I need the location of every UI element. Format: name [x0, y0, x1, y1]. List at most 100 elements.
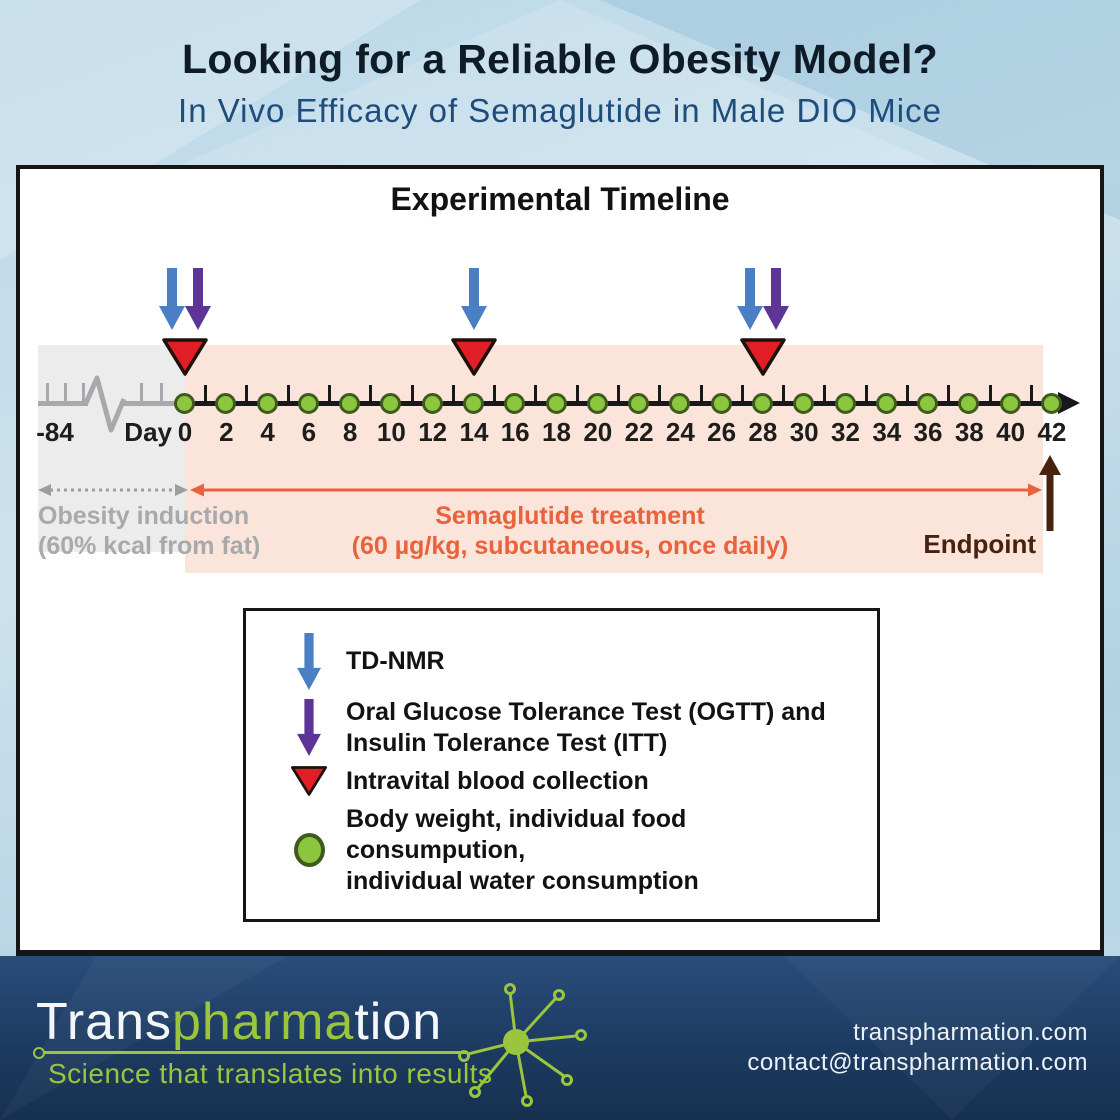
day-label: 36 [913, 417, 943, 447]
obesity-induction-region [38, 345, 185, 552]
day-label: 22 [624, 417, 654, 447]
daily-measure-marker [380, 393, 402, 414]
axis-tick [245, 385, 249, 404]
legend-item-label: Body weight, individual food consumputio… [346, 804, 699, 895]
blood-collection-triangle-icon [162, 338, 208, 376]
page-subtitle: In Vivo Efficacy of Semaglutide in Male … [178, 92, 942, 129]
legend-item: TD-NMR [272, 633, 851, 691]
axis-tick [286, 385, 290, 404]
axis-arrowhead [1057, 392, 1080, 414]
axis-break-label: -84 [36, 417, 74, 447]
tdnmr-arrow-icon [159, 268, 185, 330]
daily-measure-marker [174, 393, 195, 414]
axis-line [185, 401, 1058, 406]
blood-collection-marker [450, 337, 498, 382]
endpoint-arrow-icon [1039, 455, 1061, 531]
legend-item: Intravital blood collection [272, 765, 851, 797]
day-label: 32 [831, 417, 860, 447]
axis-tick [369, 385, 373, 404]
legend-icon-cell [272, 765, 346, 797]
legend-item-label: Intravital blood collection [346, 766, 649, 795]
axis-tick [534, 385, 538, 404]
blood-collection-triangle-icon [290, 766, 328, 797]
tdnmr-marker [158, 268, 186, 335]
pre-axis-tick [160, 383, 163, 403]
daily-measure-marker [669, 393, 691, 414]
obesity-induction-label: Obesity induction (60% kcal from fat) [38, 501, 260, 561]
treatment-label: Semaglutide treatment (60 µg/kg, subcuta… [220, 501, 920, 561]
daily-measure-circle-icon [293, 833, 325, 868]
brand-logo: Transpharmation [36, 992, 442, 1052]
day-label: 38 [954, 417, 984, 447]
endpoint-label: Endpoint [923, 529, 1036, 559]
axis-tick [658, 385, 662, 404]
day-label: 34 [872, 417, 902, 447]
day-label: 20 [583, 417, 613, 447]
logo-segment: tion [354, 993, 443, 1051]
axis-tick [905, 385, 909, 404]
axis-tick [575, 385, 579, 404]
pre-axis-tick [64, 383, 67, 403]
daily-measure-marker [1040, 393, 1062, 414]
legend-icon-cell [272, 633, 346, 691]
axis-tick [947, 385, 951, 404]
daily-measure-marker [917, 393, 938, 414]
ogtt-itt-marker [184, 268, 212, 335]
axis-tick [1029, 385, 1033, 404]
treatment-label-line2: (60 µg/kg, subcutaneous, once daily) [351, 532, 789, 560]
axis-tick [823, 385, 827, 404]
day-label: 28 [748, 417, 778, 447]
legend-item-label: TD-NMR [346, 647, 445, 676]
email-text: contact@transpharmation.com [747, 1049, 1088, 1076]
page-title: Looking for a Reliable Obesity Model? [181, 36, 939, 82]
day-label: 40 [996, 417, 1026, 447]
legend: TD-NMR Oral Glucose Tolerance Test (OGTT… [243, 608, 880, 922]
axis-tick [410, 385, 414, 404]
logo-segment: pharma [172, 993, 355, 1051]
treatment-label-line1: Semaglutide treatment [435, 502, 705, 530]
pre-axis-tick [140, 383, 143, 403]
legend-item-label: Oral Glucose Tolerance Test (OGTT) and In… [346, 697, 826, 757]
blood-collection-marker [739, 337, 787, 382]
daily-measure-marker [463, 393, 484, 414]
legend-icon-cell [272, 833, 346, 868]
day-label: 42 [1037, 417, 1067, 447]
obesity-induction-label-line2: (60% kcal from fat) [38, 532, 261, 560]
daily-measure-marker [421, 393, 443, 414]
day-label: 16 [500, 417, 530, 447]
logo-underline [44, 1051, 468, 1054]
day-label: 24 [665, 417, 695, 447]
treatment-region [185, 345, 1043, 573]
daily-measure-marker [751, 393, 773, 414]
daily-measure-marker [999, 393, 1021, 414]
neuron-icon [458, 983, 587, 1107]
brand-tagline: Science that translates into results [48, 1058, 493, 1089]
daily-measure-marker [215, 393, 237, 414]
website-text: transpharmation.com [853, 1019, 1088, 1046]
tdnmr-marker [460, 268, 488, 335]
axis-tick [988, 385, 992, 404]
obesity-induction-span-arrow [38, 484, 188, 496]
ogtt-itt-arrow-icon [762, 268, 789, 330]
obesity-induction-label-line1: Obesity induction [38, 502, 250, 530]
ogtt-itt-arrow-icon [185, 268, 211, 330]
daily-measure-marker [834, 393, 856, 414]
day-label: 0 [177, 417, 193, 447]
pre-axis-line [38, 401, 88, 406]
daily-measure-marker [256, 393, 278, 414]
pre-axis-tick [46, 383, 49, 403]
axis-tick [204, 385, 208, 404]
day-label: 10 [376, 417, 406, 447]
tdnmr-arrow-icon [736, 268, 763, 330]
pre-axis-tick [82, 383, 85, 403]
blood-collection-marker [161, 337, 209, 382]
axis-tick [782, 385, 786, 404]
ogtt-itt-marker [762, 268, 790, 335]
axis-tick [699, 385, 703, 404]
panel-title: Experimental Timeline [390, 181, 730, 217]
daily-measure-marker [875, 393, 897, 414]
daily-measure-marker [504, 393, 526, 414]
tdnmr-marker [736, 268, 764, 335]
tdnmr-arrow-icon [461, 268, 487, 330]
